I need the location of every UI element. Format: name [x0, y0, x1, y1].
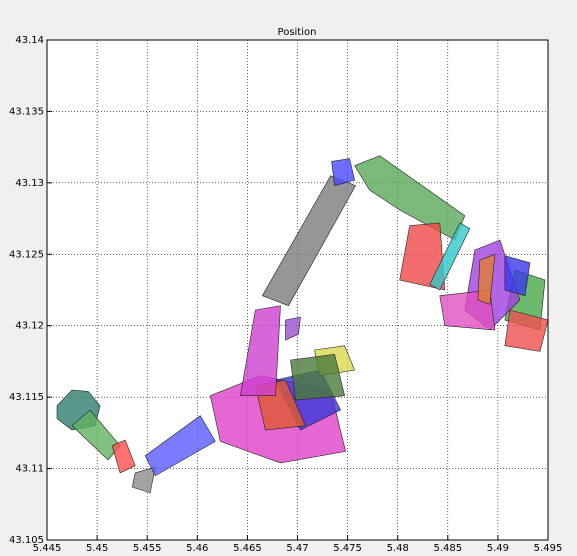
y-tick-label: 43.12 — [15, 321, 44, 332]
swath — [261, 175, 357, 307]
x-tick-label: 5.495 — [534, 543, 563, 554]
swath — [429, 222, 471, 291]
y-tick-label: 43.125 — [9, 249, 44, 260]
swath — [290, 353, 345, 401]
swath — [131, 466, 156, 494]
x-tick-label: 5.47 — [286, 543, 308, 554]
chart-title: Position — [278, 27, 317, 38]
swath — [477, 253, 496, 305]
swath — [504, 309, 549, 352]
swath — [111, 439, 136, 474]
swath — [144, 415, 216, 477]
swath — [285, 316, 301, 341]
swath — [331, 158, 355, 187]
x-tick-label: 5.455 — [133, 543, 162, 554]
x-tick-label: 5.48 — [387, 543, 409, 554]
y-tick-label: 43.105 — [9, 535, 44, 546]
y-tick-label: 43.14 — [15, 35, 44, 46]
x-tick-label: 5.445 — [33, 543, 62, 554]
swath — [504, 255, 531, 297]
axes-box — [46, 39, 549, 541]
x-tick-label: 5.46 — [186, 543, 208, 554]
y-tick-label: 43.115 — [9, 392, 44, 403]
y-tick-label: 43.11 — [15, 464, 44, 475]
y-tick-label: 43.135 — [9, 106, 44, 117]
y-tick-label: 43.13 — [15, 178, 44, 189]
x-tick-label: 5.49 — [487, 543, 509, 554]
x-tick-label: 5.45 — [86, 543, 108, 554]
x-tick-label: 5.475 — [333, 543, 362, 554]
x-tick-label: 5.465 — [233, 543, 262, 554]
swath — [240, 305, 281, 397]
swath — [399, 222, 446, 291]
x-tick-label: 5.485 — [433, 543, 462, 554]
